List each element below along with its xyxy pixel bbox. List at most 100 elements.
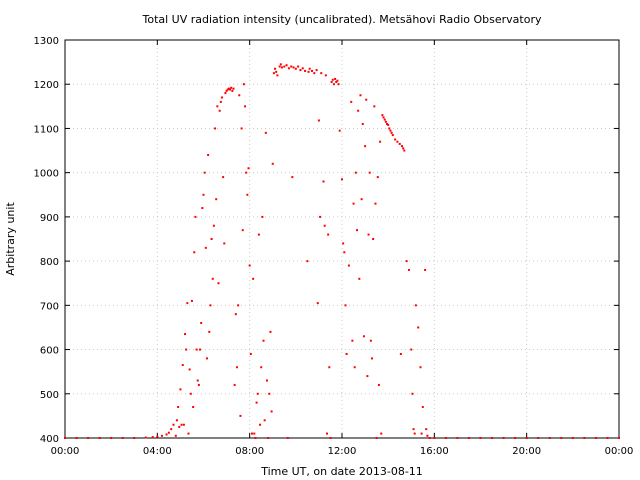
data-point <box>192 406 195 409</box>
data-point <box>278 65 281 68</box>
data-point <box>345 352 348 355</box>
x-tick-label: 04:00 <box>143 446 172 457</box>
axis-ticks: 400 500 600 700 800 900 1000 1100 1200 1300 00:00 0… <box>34 36 634 457</box>
data-point <box>382 116 385 119</box>
data-point <box>249 352 252 355</box>
data-point <box>306 260 309 263</box>
data-point <box>301 67 304 70</box>
data-point <box>239 414 242 417</box>
data-point <box>329 437 332 439</box>
data-point <box>259 423 262 426</box>
data-point <box>304 69 307 72</box>
data-point <box>247 167 250 170</box>
data-point <box>424 268 427 271</box>
data-point <box>222 176 225 179</box>
data-point <box>187 432 190 435</box>
data-point <box>319 215 322 218</box>
data-point <box>265 379 268 382</box>
data-point <box>514 437 517 439</box>
data-point <box>225 89 228 92</box>
data-point <box>292 66 295 69</box>
data-point <box>283 65 286 68</box>
data-point <box>188 368 191 371</box>
data-point <box>241 229 244 232</box>
data-point <box>87 437 90 439</box>
data-point <box>399 352 402 355</box>
data-point <box>384 120 387 123</box>
data-point <box>386 123 389 126</box>
data-point <box>121 437 124 439</box>
data-point <box>190 299 193 302</box>
data-point <box>618 437 620 439</box>
data-point <box>268 392 271 395</box>
data-point <box>401 145 404 148</box>
data-point <box>279 63 282 66</box>
data-point <box>255 401 258 404</box>
data-point <box>336 79 339 82</box>
data-point <box>402 147 405 150</box>
data-point <box>234 313 237 316</box>
data-point <box>375 437 378 439</box>
data-point <box>405 260 408 263</box>
y-tick-label: 1200 <box>34 80 59 91</box>
data-point <box>325 432 328 435</box>
data-point <box>246 193 249 196</box>
chart-title: Total UV radiation intensity (uncalibrat… <box>142 13 542 26</box>
data-point <box>387 123 390 126</box>
data-point <box>537 437 540 439</box>
data-point <box>425 428 428 431</box>
data-point <box>276 74 279 77</box>
data-point <box>240 127 243 130</box>
data-point <box>479 437 482 439</box>
data-point <box>270 410 273 413</box>
data-point <box>414 304 417 307</box>
data-point <box>317 119 320 122</box>
data-point <box>272 72 275 75</box>
data-point <box>342 242 345 245</box>
data-point <box>391 134 394 137</box>
data-point <box>174 434 177 437</box>
data-point <box>196 379 199 382</box>
data-point <box>185 348 188 351</box>
data-point <box>417 326 420 329</box>
data-point <box>75 437 78 439</box>
data-point <box>98 437 101 439</box>
data-point <box>389 129 392 132</box>
data-point <box>310 69 313 72</box>
y-tick-label: 1100 <box>34 124 59 135</box>
y-tick-label: 400 <box>40 434 59 445</box>
data-point <box>290 65 293 68</box>
data-point <box>64 437 66 439</box>
data-point <box>364 145 367 148</box>
data-point <box>381 114 384 117</box>
data-point <box>172 423 175 426</box>
data-point <box>371 357 374 360</box>
data-point <box>256 392 259 395</box>
data-point <box>420 432 423 435</box>
data-point <box>367 233 370 236</box>
data-point <box>366 375 369 378</box>
data-points <box>64 63 620 439</box>
data-point <box>525 437 528 439</box>
data-point <box>376 176 379 179</box>
data-point <box>269 330 272 333</box>
data-point <box>208 330 211 333</box>
data-point <box>286 437 289 439</box>
data-point <box>179 388 182 391</box>
plot-frame <box>64 39 620 439</box>
data-point <box>343 251 346 254</box>
x-tick-label: 00:00 <box>51 446 80 457</box>
data-point <box>232 87 235 90</box>
data-point <box>291 176 294 179</box>
data-point <box>271 162 274 165</box>
data-point <box>379 140 382 143</box>
data-point <box>237 304 240 307</box>
data-point <box>257 233 260 236</box>
data-point <box>231 89 234 92</box>
data-point <box>223 242 226 245</box>
data-point <box>202 193 205 196</box>
data-point <box>350 100 353 103</box>
data-point <box>421 406 424 409</box>
data-point <box>260 366 263 369</box>
y-tick-label: 500 <box>40 390 59 401</box>
